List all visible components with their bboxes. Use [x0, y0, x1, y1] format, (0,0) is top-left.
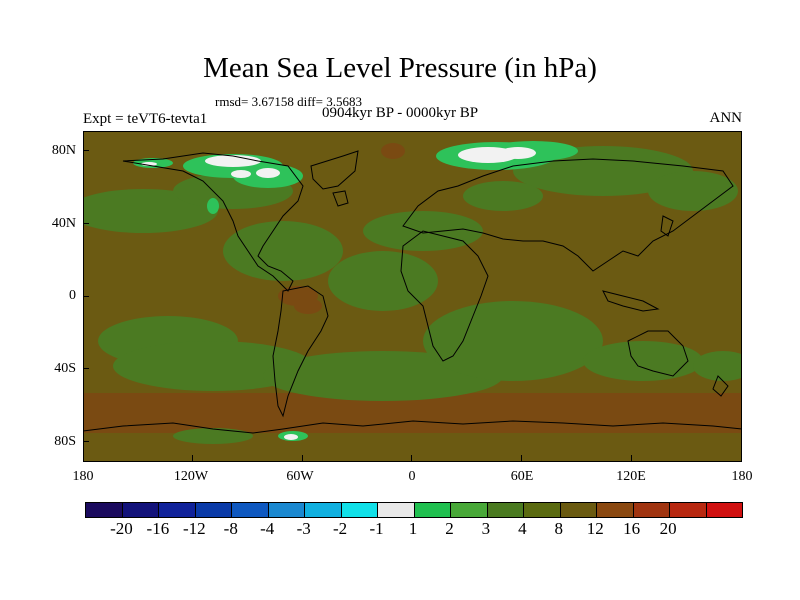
- lat-label-80n: 80N: [51, 143, 76, 158]
- colorbar-cell: [86, 503, 123, 517]
- x-tick: [302, 455, 303, 461]
- colorbar-cell: [560, 503, 597, 517]
- colorbar-cell: [487, 503, 524, 517]
- colorbar-label: -8: [223, 519, 238, 538]
- colorbar-cell: [524, 503, 561, 517]
- lon-label-120w: 120W: [173, 469, 209, 484]
- x-tick: [631, 455, 632, 461]
- x-tick: [192, 455, 193, 461]
- colorbar-label: 4: [518, 519, 527, 538]
- rmsd-diff-subtitle: rmsd= 3.67158 diff= 3.5683: [215, 94, 362, 109]
- lon-label-60w: 60W: [286, 469, 314, 484]
- colorbar-cell: [268, 503, 305, 517]
- lon-label-180w: 180: [72, 469, 94, 484]
- colorbar-cell: [597, 503, 634, 517]
- colorbar-label: -4: [260, 519, 275, 538]
- coastlines: [83, 150, 742, 434]
- lon-label-120e: 120E: [616, 469, 646, 484]
- colorbar-label: -12: [182, 519, 206, 538]
- colorbar-label: -20: [110, 519, 133, 538]
- map-title: Mean Sea Level Pressure (in hPa): [203, 52, 597, 84]
- colorbar: [85, 502, 743, 518]
- y-tick: [83, 150, 89, 151]
- white-zones: [141, 147, 536, 440]
- colorbar-label: -2: [333, 519, 348, 538]
- colorbar-label: 2: [445, 519, 454, 538]
- lat-label-80s: 80S: [54, 434, 76, 449]
- colorbar-cell: [341, 503, 378, 517]
- colorbar-cell: [232, 503, 269, 517]
- colorbar-cell: [670, 503, 707, 517]
- brown-high-zones: [278, 143, 405, 314]
- lat-label-40n: 40N: [51, 216, 76, 231]
- lon-label-180e: 180: [731, 469, 753, 484]
- pressure-map-svg: [83, 131, 742, 462]
- colorbar-label: 3: [481, 519, 491, 538]
- colorbar-cell: [414, 503, 451, 517]
- colorbar-cell: [378, 503, 415, 517]
- colorbar-label: 1: [408, 519, 418, 538]
- colorbar-label: 16: [623, 519, 641, 538]
- lat-label-0: 0: [69, 288, 76, 303]
- colorbar-cell: [122, 503, 159, 517]
- green-pressure-zones: [83, 146, 742, 444]
- y-tick: [83, 368, 89, 369]
- y-tick: [83, 296, 89, 297]
- colorbar-cell: [633, 503, 670, 517]
- colorbar-cell: [451, 503, 488, 517]
- colorbar-label: -16: [146, 519, 170, 538]
- y-tick: [83, 441, 89, 442]
- colorbar-label: -1: [369, 519, 384, 538]
- colorbar-label: -3: [296, 519, 311, 538]
- experiment-label: Expt = teVT6-tevta1: [83, 111, 208, 127]
- colorbar-cell: [159, 503, 196, 517]
- y-tick: [83, 223, 89, 224]
- season-label: ANN: [709, 110, 743, 126]
- colorbar-cell: [195, 503, 232, 517]
- colorbar-label: 8: [554, 519, 564, 538]
- colorbar-label: 20: [659, 519, 677, 538]
- colorbar-cell: [706, 503, 742, 517]
- x-tick: [411, 455, 412, 461]
- pressure-map: [83, 131, 742, 462]
- lon-label-0: 0: [408, 469, 416, 484]
- colorbar-label: 12: [586, 519, 604, 538]
- colorbar-cell: [305, 503, 342, 517]
- lat-label-40s: 40S: [54, 361, 76, 376]
- lon-label-60e: 60E: [510, 469, 534, 484]
- period-subtitle: 0904kyr BP - 0000kyr BP: [322, 105, 479, 121]
- southern-brown-band: [83, 393, 742, 462]
- x-tick: [521, 455, 522, 461]
